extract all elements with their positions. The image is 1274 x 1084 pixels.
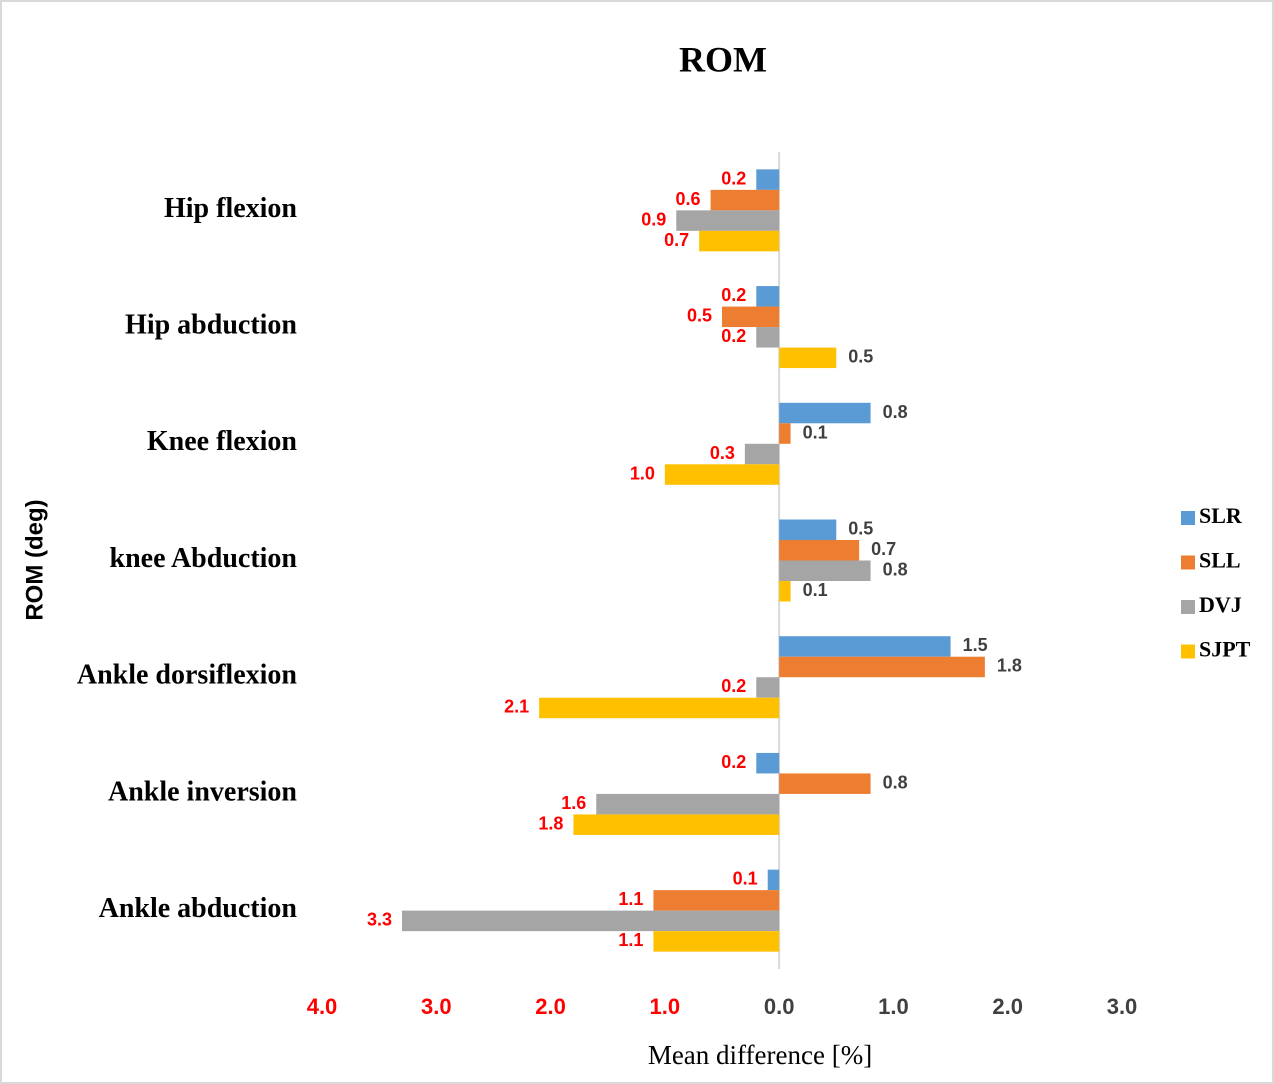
bar: [756, 327, 780, 348]
bar: [539, 697, 780, 719]
legend-swatch: [1181, 555, 1195, 570]
category-label: Ankle abduction: [99, 893, 298, 924]
category-label: Knee flexion: [147, 426, 298, 457]
bar: [779, 423, 791, 444]
data-label: 0.5: [848, 519, 873, 539]
bar: [402, 910, 780, 932]
bar: [676, 210, 780, 231]
legend-label: SLR: [1199, 503, 1243, 528]
data-label: 0.2: [721, 676, 746, 696]
bar: [767, 869, 780, 891]
legend-label: DVJ: [1199, 592, 1242, 617]
bar: [779, 773, 871, 794]
chart-title: ROM: [679, 39, 767, 79]
data-label: 0.5: [848, 347, 873, 367]
legend-swatch: [1181, 600, 1195, 614]
data-label: 3.3: [367, 910, 392, 930]
bar: [653, 890, 780, 911]
data-label: 1.8: [997, 656, 1022, 676]
bar: [653, 931, 780, 952]
data-label: 1.5: [963, 635, 988, 655]
x-tick-label: 1.0: [650, 994, 681, 1019]
data-label: 1.1: [618, 889, 643, 909]
data-label: 0.2: [721, 752, 746, 772]
data-label: 1.8: [538, 813, 563, 833]
bar: [779, 519, 837, 540]
data-label: 0.1: [733, 869, 758, 889]
data-label: 1.1: [618, 930, 643, 950]
bar: [722, 306, 780, 328]
data-label: 0.6: [676, 189, 701, 209]
data-label: 0.2: [721, 326, 746, 346]
data-label: 1.6: [561, 793, 586, 813]
bar: [664, 464, 780, 485]
data-label: 0.8: [883, 772, 908, 792]
legend-swatch: [1181, 511, 1195, 525]
bar: [779, 581, 791, 602]
x-tick-label: 3.0: [1107, 994, 1138, 1019]
bar: [756, 752, 780, 774]
bar: [756, 286, 780, 307]
x-tick-label: 0.0: [764, 994, 795, 1019]
bar: [779, 656, 985, 678]
x-tick-label: 3.0: [421, 994, 452, 1019]
category-label: Hip abduction: [125, 309, 297, 340]
legend-swatch: [1181, 644, 1195, 659]
bar: [596, 793, 780, 815]
x-axis-label: Mean difference [%]: [648, 1040, 872, 1070]
bar: [779, 347, 837, 369]
x-tick-label: 2.0: [992, 994, 1023, 1019]
bar: [779, 402, 871, 424]
data-label: 0.2: [721, 285, 746, 305]
bar: [779, 540, 860, 561]
data-label: 0.1: [803, 422, 828, 442]
data-label: 0.9: [641, 209, 666, 229]
data-label: 2.1: [504, 697, 529, 717]
category-label: Ankle dorsiflexion: [77, 660, 298, 691]
category-label: knee Abduction: [110, 543, 298, 574]
data-label: 0.5: [687, 306, 712, 326]
bar: [779, 636, 951, 657]
bar: [699, 230, 780, 252]
x-tick-label: 2.0: [535, 994, 566, 1019]
data-label: 0.7: [871, 539, 896, 559]
data-label: 0.2: [721, 168, 746, 188]
data-label: 0.7: [664, 230, 689, 250]
bar: [710, 189, 780, 211]
y-axis-label: ROM (deg): [21, 499, 48, 620]
legend-label: SLL: [1199, 548, 1241, 573]
bar: [744, 443, 780, 465]
data-label: 1.0: [630, 463, 655, 483]
data-label: 0.8: [883, 402, 908, 422]
category-label: Hip flexion: [164, 193, 297, 224]
bar: [779, 560, 871, 581]
bar: [756, 677, 780, 698]
data-label: 0.1: [803, 580, 828, 600]
data-label: 0.3: [710, 443, 735, 463]
x-tick-label: 1.0: [878, 994, 909, 1019]
legend-label: SJPT: [1199, 637, 1251, 662]
bar: [756, 169, 780, 190]
data-label: 0.8: [883, 560, 908, 580]
bar: [573, 814, 780, 835]
category-label: Ankle inversion: [108, 776, 297, 807]
x-tick-label: 4.0: [307, 994, 338, 1019]
